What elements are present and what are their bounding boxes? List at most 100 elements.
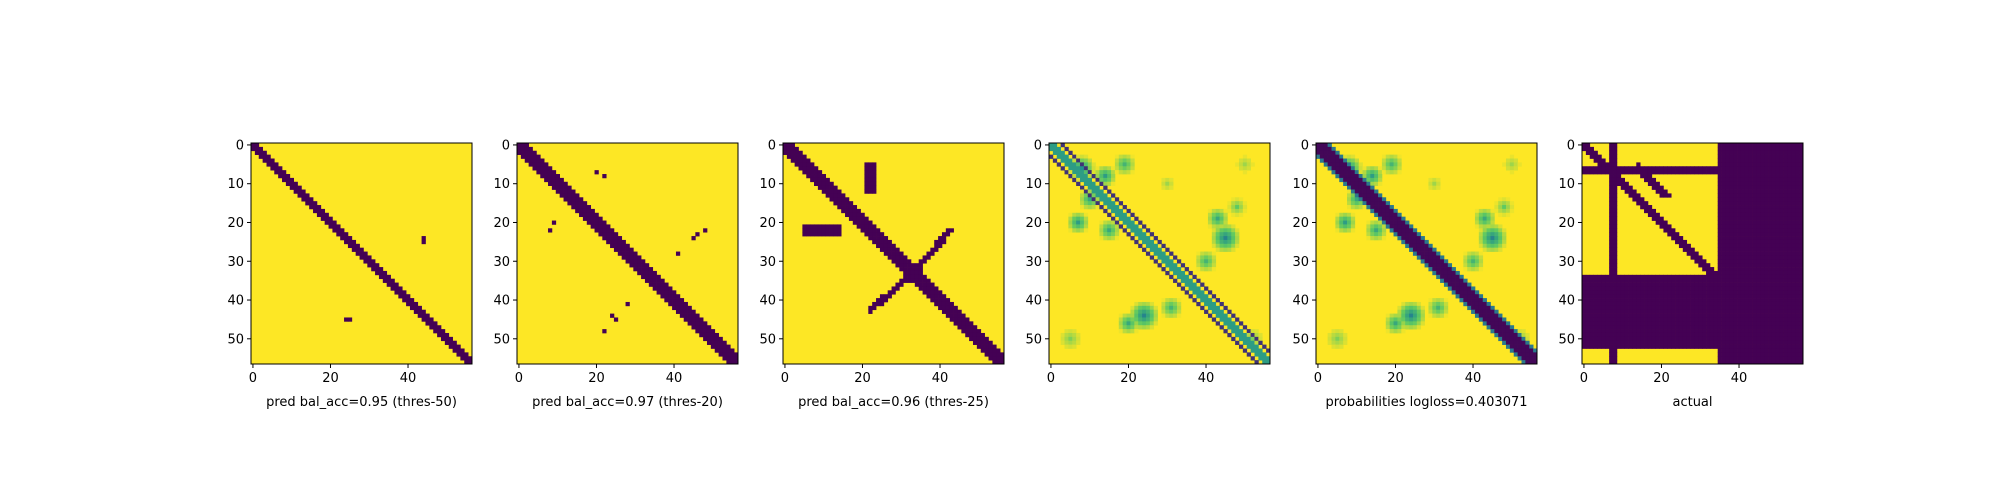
heatmap-cell — [1482, 247, 1487, 252]
heatmap-cell — [456, 348, 461, 353]
heatmap-cell — [1678, 170, 1684, 175]
heatmap-cell — [1605, 329, 1610, 334]
heatmap-cell — [1787, 259, 1792, 264]
heatmap-cell — [1675, 236, 1680, 241]
heatmap-cell — [957, 309, 962, 314]
heatmap-cell — [332, 228, 337, 233]
heatmap-cell — [864, 189, 869, 194]
heatmap-cell — [1455, 282, 1460, 287]
heatmap-cell — [1775, 278, 1781, 283]
heatmap-cell — [1613, 270, 1618, 276]
heatmap-cell — [1149, 317, 1155, 322]
heatmap-cell — [421, 309, 426, 314]
heatmap-cell — [1752, 228, 1757, 233]
heatmap-cell — [1737, 216, 1742, 221]
heatmap-cell — [1709, 294, 1715, 299]
heatmap-cell — [1467, 282, 1472, 287]
heatmap-cell — [1771, 228, 1777, 233]
heatmap-cell — [1126, 232, 1131, 237]
heatmap-cell — [1737, 174, 1742, 179]
heatmap-cell — [1122, 166, 1127, 171]
heatmap-cell — [575, 208, 580, 214]
heatmap-cell — [1791, 162, 1796, 167]
heatmap-cell — [1647, 286, 1653, 291]
heatmap-cell — [1702, 301, 1707, 307]
heatmap-cell — [1505, 205, 1511, 210]
heatmap-cell — [1393, 220, 1398, 225]
heatmap-cell — [1068, 150, 1073, 155]
heatmap-cell — [1616, 274, 1622, 280]
heatmap-cell — [1725, 305, 1730, 311]
heatmap-cell — [806, 224, 811, 229]
heatmap-cell — [907, 259, 912, 264]
heatmap-cell — [1130, 212, 1135, 218]
heatmap-cell — [1215, 216, 1220, 221]
heatmap-cell — [845, 205, 850, 210]
heatmap-cell — [1655, 294, 1660, 299]
heatmap-cell — [1713, 294, 1719, 299]
heatmap-cell — [1764, 301, 1769, 307]
heatmap-cell — [1740, 166, 1746, 171]
heatmap-cell — [1366, 224, 1371, 229]
heatmap-cell — [1760, 356, 1765, 361]
heatmap-cell — [316, 208, 322, 214]
heatmap-cell — [1725, 177, 1730, 183]
heatmap-cell — [1799, 360, 1804, 365]
y-tick-label: 0 — [768, 138, 776, 153]
heatmap-cell — [907, 274, 912, 280]
heatmap-cell — [1775, 228, 1781, 233]
heatmap-cell — [1756, 340, 1761, 345]
heatmap-cell — [1593, 282, 1598, 287]
heatmap-cell — [1436, 251, 1441, 256]
heatmap-cell — [1760, 232, 1765, 237]
heatmap-cell — [1613, 282, 1618, 287]
heatmap-cell — [1207, 263, 1213, 268]
heatmap-cell — [1080, 193, 1085, 198]
heatmap-cell — [1597, 290, 1602, 295]
heatmap-cell — [1405, 220, 1410, 225]
heatmap-cell — [1585, 321, 1591, 326]
heatmap-cell — [1771, 267, 1777, 272]
heatmap-cell — [421, 317, 426, 322]
heatmap-cell — [679, 298, 685, 303]
heatmap-cell — [1366, 236, 1371, 241]
heatmap-cell — [1227, 247, 1232, 252]
heatmap-cell — [1362, 174, 1367, 179]
heatmap-cell — [371, 259, 376, 264]
heatmap-cell — [1451, 290, 1456, 295]
heatmap-cell — [1589, 154, 1594, 159]
heatmap-cell — [1502, 321, 1507, 326]
heatmap-cell — [1771, 201, 1777, 206]
heatmap-cell — [802, 166, 807, 171]
heatmap-cell — [868, 305, 873, 311]
heatmap-cell — [1374, 201, 1379, 206]
heatmap-cell — [996, 352, 1001, 357]
heatmap-cell — [1474, 224, 1480, 229]
heatmap-cell — [1667, 301, 1672, 307]
heatmap-cell — [1223, 220, 1228, 225]
heatmap-cell — [571, 205, 576, 210]
heatmap-cell — [1616, 325, 1622, 330]
heatmap-cell — [594, 220, 599, 225]
heatmap-cell — [1142, 224, 1147, 229]
heatmap-cell — [1725, 325, 1730, 330]
heatmap-cell — [1725, 193, 1730, 198]
heatmap-cell — [1482, 208, 1487, 214]
heatmap-cell — [1783, 150, 1788, 155]
heatmap-cell — [1095, 174, 1100, 179]
heatmap-cell — [1768, 356, 1773, 361]
heatmap-cell — [1091, 166, 1096, 171]
heatmap-cell — [1173, 313, 1178, 318]
heatmap-cell — [1490, 220, 1495, 225]
heatmap-cell — [1783, 274, 1788, 280]
heatmap-cell — [984, 340, 989, 345]
heatmap-cell — [1494, 329, 1499, 334]
heatmap-cell — [1374, 174, 1379, 179]
heatmap-cell — [1436, 181, 1441, 186]
heatmap-cell — [1107, 166, 1112, 171]
heatmap-cell — [1737, 270, 1742, 276]
heatmap-cell — [344, 236, 349, 241]
heatmap-cell — [1725, 216, 1730, 221]
heatmap-cell — [1690, 344, 1695, 349]
heatmap-cell — [722, 344, 727, 349]
